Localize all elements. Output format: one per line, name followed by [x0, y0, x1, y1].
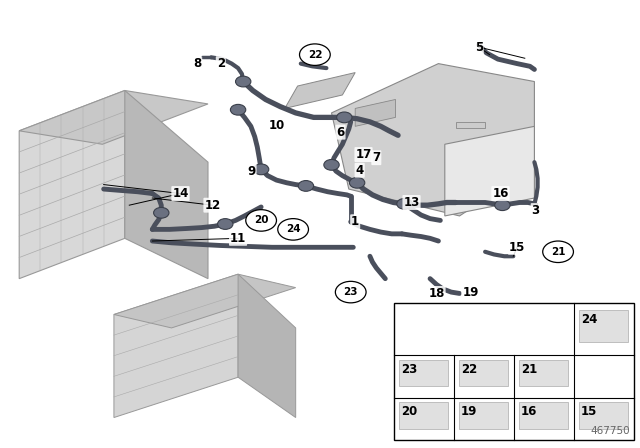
Circle shape: [324, 159, 339, 170]
Text: 4: 4: [356, 164, 364, 177]
Circle shape: [218, 219, 233, 229]
Polygon shape: [114, 274, 296, 328]
Text: 10: 10: [268, 119, 285, 132]
Text: 23: 23: [344, 287, 358, 297]
Text: 19: 19: [461, 405, 477, 418]
Bar: [519, 402, 568, 429]
Text: 467750: 467750: [591, 426, 630, 436]
Circle shape: [335, 281, 366, 303]
Text: 18: 18: [428, 287, 445, 300]
Polygon shape: [285, 73, 355, 108]
Polygon shape: [125, 90, 208, 279]
Text: 6: 6: [337, 125, 344, 139]
Circle shape: [349, 177, 365, 188]
Polygon shape: [19, 90, 208, 144]
Circle shape: [246, 210, 276, 231]
Circle shape: [397, 198, 412, 209]
Text: 15: 15: [581, 405, 597, 418]
Text: 19: 19: [462, 285, 479, 299]
Text: 2: 2: [217, 57, 225, 70]
Text: 7: 7: [372, 151, 380, 164]
Bar: [394, 303, 634, 440]
Text: 8: 8: [193, 57, 201, 70]
Text: 21: 21: [521, 363, 537, 376]
Text: 11: 11: [230, 232, 246, 245]
Text: 13: 13: [403, 196, 420, 209]
Polygon shape: [19, 90, 125, 279]
Text: 22: 22: [308, 50, 322, 60]
Bar: [519, 360, 568, 386]
Text: 16: 16: [521, 405, 537, 418]
Circle shape: [300, 44, 330, 65]
Text: 20: 20: [401, 405, 417, 418]
Circle shape: [337, 112, 352, 123]
Polygon shape: [114, 274, 238, 418]
Circle shape: [253, 164, 269, 175]
Bar: [399, 360, 449, 386]
Text: 9: 9: [248, 164, 255, 178]
Text: 12: 12: [204, 198, 221, 212]
Circle shape: [298, 181, 314, 191]
Polygon shape: [355, 99, 396, 126]
Polygon shape: [445, 126, 534, 216]
Circle shape: [278, 219, 308, 240]
Circle shape: [543, 241, 573, 263]
Text: 5: 5: [475, 40, 483, 54]
Text: 21: 21: [551, 247, 565, 257]
Text: 20: 20: [254, 215, 268, 225]
Circle shape: [495, 200, 510, 211]
Bar: [579, 310, 628, 342]
Polygon shape: [456, 122, 485, 128]
Circle shape: [230, 104, 246, 115]
Circle shape: [236, 76, 251, 87]
Circle shape: [154, 207, 169, 218]
Text: 22: 22: [461, 363, 477, 376]
Text: 24: 24: [286, 224, 300, 234]
Polygon shape: [332, 64, 534, 216]
Text: 17: 17: [355, 148, 372, 161]
Text: 14: 14: [172, 187, 189, 200]
Text: 24: 24: [581, 313, 597, 326]
Text: 3: 3: [532, 204, 540, 217]
Text: 15: 15: [509, 241, 525, 254]
Polygon shape: [238, 274, 296, 418]
Text: 16: 16: [492, 187, 509, 200]
Text: 23: 23: [401, 363, 417, 376]
Bar: [459, 402, 509, 429]
Text: 1: 1: [351, 215, 359, 228]
Bar: [399, 402, 449, 429]
Bar: [579, 402, 628, 429]
Bar: [459, 360, 509, 386]
